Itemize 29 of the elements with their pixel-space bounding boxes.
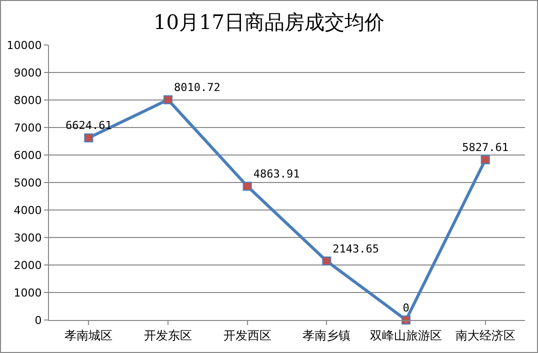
x-tick-label: 开发东区 [144,328,192,342]
data-label: 6624.61 [65,119,112,132]
x-tick-label: 孝南城区 [64,328,113,342]
point [480,155,490,164]
x-tick-label: 开发西区 [223,328,272,342]
x-tick-label: 双峰山旅游区 [370,328,442,342]
y-tick-label: 5000 [14,176,42,190]
data-label: 0 [402,301,410,314]
y-tick-label: 4000 [14,204,42,217]
y-tick-label: 1000 [14,286,42,300]
y-tick-label: 2000 [14,258,42,272]
y-tick-label: 7000 [14,121,42,134]
y-tick-label: 8000 [14,94,42,107]
data-label: 2143.65 [332,242,380,256]
y-tick-label: 10000 [6,38,42,52]
y-tick-label: 0 [34,314,42,327]
point [322,256,332,266]
chart-title: 10月17日商品房成交均价 [154,10,384,34]
x-tick-label: 孝南乡镇 [302,328,351,342]
data-label: 4863.91 [253,167,300,180]
y-tick-label: 6000 [14,148,42,162]
data-label: 5827.61 [462,140,509,154]
y-tick-label: 9000 [14,66,42,80]
point [84,133,94,142]
x-tick-label: 南大经济区 [455,328,516,342]
point [164,95,172,104]
data-label: 8010.72 [174,80,220,94]
point [242,182,252,191]
y-tick-label: 3000 [14,231,42,244]
